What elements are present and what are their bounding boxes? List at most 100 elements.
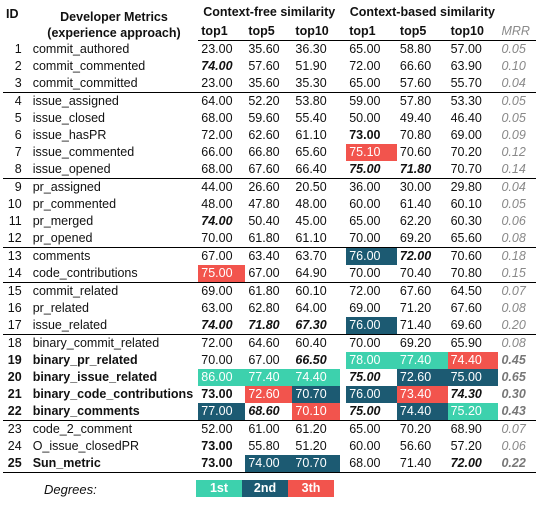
table-row: 2 commit_commented 74.00 57.60 51.90 72.00 66.… (3, 58, 536, 75)
mrr-value: 0.04 (498, 178, 536, 196)
cf-top10-value: 63.70 (292, 247, 341, 265)
cb-top5-value: 74.40 (396, 403, 448, 421)
cf-top10-value: 67.30 (295, 318, 327, 332)
cf-top10-header: top10 (292, 22, 341, 41)
table-row: 20 binary_issue_related 86.00 77.40 74.40 75.… (3, 369, 536, 386)
cf-top5-value: 67.00 (248, 353, 280, 367)
table-row: 7 issue_commented 66.00 66.80 65.60 75.10 70.6… (3, 144, 536, 161)
metrics-header-title: Developer Metrics (60, 9, 168, 24)
cf-top10-value: 48.00 (295, 197, 327, 211)
mrr-value: 0.07 (498, 420, 536, 438)
mrr-value: 0.05 (501, 111, 526, 125)
row-id: 20 (7, 370, 22, 384)
cb-top10-value: 53.30 (447, 92, 499, 110)
metric-name: binary_comments (32, 404, 140, 418)
table-row: 23 code_2_comment 52.00 61.00 61.20 65.00 70.2… (3, 420, 536, 438)
context-free-header: Context-free similarity (203, 5, 336, 19)
mrr-value: 0.45 (501, 353, 526, 367)
cb-top10-value: 60.10 (450, 197, 482, 211)
cb-top5-value: 70.20 (396, 420, 448, 438)
cb-top10-value: 55.70 (450, 76, 482, 90)
cb-top5-value: 77.40 (396, 352, 448, 369)
table-row: 16 pr_related 63.00 62.80 64.00 69.00 71.20 67.… (3, 300, 536, 317)
cf-top1-value: 63.00 (201, 301, 233, 315)
table-row: 15 commit_related 69.00 61.80 60.10 72.00 67.6… (3, 282, 536, 300)
row-id: 7 (14, 145, 22, 159)
cb-top1-value: 76.00 (346, 386, 397, 403)
cf-top10-value: 45.00 (295, 214, 327, 228)
row-id: 10 (7, 197, 22, 211)
cb-top1-value: 60.00 (349, 439, 381, 453)
cf-top1-value: 66.00 (201, 145, 233, 159)
mrr-value: 0.18 (498, 247, 536, 265)
metrics-table-body: 1 commit_authored 23.00 35.60 36.30 65.00 58.8… (3, 41, 536, 473)
metric-name: commit_committed (32, 76, 138, 90)
degrees-legend: Degrees: 1st 2nd 3th (0, 478, 536, 500)
legend-2nd: 2nd (242, 480, 288, 497)
cb-top1-value: 76.00 (346, 247, 397, 265)
cb-top10-value: 75.20 (447, 403, 499, 421)
cb-top1-value: 75.10 (346, 144, 397, 161)
row-id: 18 (3, 334, 30, 352)
cb-top5-value: 72.60 (396, 369, 448, 386)
cf-top5-value: 55.80 (248, 439, 280, 453)
cb-top5-value: 49.40 (399, 111, 432, 125)
table-row: 24 O_issue_closedPR 73.00 55.80 51.20 60.00 56… (3, 438, 536, 455)
metric-name: commit_authored (32, 41, 130, 56)
cf-top10-value: 70.70 (292, 455, 341, 473)
cb-top10-value: 57.20 (450, 439, 482, 453)
row-id: 1 (14, 41, 22, 56)
cf-top1-value: 72.00 (198, 334, 246, 352)
mrr-value: 0.30 (501, 387, 526, 401)
cb-top5-value: 71.20 (399, 301, 432, 315)
cf-top10-value: 53.80 (292, 92, 341, 110)
table-row: 1 commit_authored 23.00 35.60 36.30 65.00 58.8… (3, 41, 536, 59)
cb-top5-value: 58.80 (399, 42, 432, 56)
cf-top1-value: 86.00 (198, 369, 246, 386)
table-row: 10 pr_commented 48.00 47.80 48.00 60.00 61.40 6… (3, 196, 536, 213)
row-id: 25 (3, 455, 30, 473)
cb-top1-value: 76.00 (346, 317, 397, 335)
cf-top10-value: 66.40 (295, 162, 327, 176)
cb-top10-value: 57.00 (450, 42, 482, 56)
cb-top1-value: 65.00 (349, 76, 381, 90)
cb-top1-value: 75.00 (349, 404, 381, 418)
cf-top1-value: 74.00 (201, 318, 233, 332)
row-id: 23 (3, 420, 30, 438)
row-id: 15 (3, 282, 30, 300)
cf-top1-value: 48.00 (201, 197, 233, 211)
cf-top5-value: 67.00 (248, 266, 280, 280)
metric-name: pr_assigned (29, 178, 199, 196)
cb-top10-value: 69.60 (450, 318, 482, 332)
cf-top5-value: 67.60 (248, 162, 280, 176)
cb-top5-value: 70.40 (399, 266, 432, 280)
table-row: 25 Sun_metric 73.00 74.00 70.70 68.00 71.40 72.… (3, 455, 536, 473)
cb-top10-value: 65.60 (450, 231, 482, 245)
cb-top5-value: 62.20 (399, 214, 432, 228)
cb-top10-value: 68.90 (447, 420, 499, 438)
cf-top5-value: 64.60 (245, 334, 293, 352)
mrr-value: 0.05 (501, 197, 526, 211)
table-row: 3 commit_committed 23.00 35.60 35.30 65.00 57.… (3, 75, 536, 93)
row-id: 21 (7, 387, 22, 401)
cb-top5-value: 73.40 (396, 386, 448, 403)
cf-top10-value: 51.90 (295, 59, 327, 73)
cf-top5-value: 74.00 (245, 455, 293, 473)
cf-top5-value: 47.80 (248, 197, 280, 211)
mrr-value: 0.08 (498, 334, 536, 352)
table-row: 19 binary_pr_related 70.00 67.00 66.50 78.00 7… (3, 352, 536, 369)
metric-name: binary_issue_related (32, 370, 158, 384)
cb-top10-value: 46.40 (450, 111, 482, 125)
cf-top10-value: 61.10 (295, 128, 327, 142)
metric-name: pr_opened (32, 231, 93, 245)
legend-3th: 3th (288, 480, 334, 497)
cb-top1-value: 65.00 (346, 420, 397, 438)
cb-top10-value: 60.30 (450, 214, 482, 228)
cf-top5-value: 61.80 (248, 231, 280, 245)
cb-top1-value: 69.00 (349, 301, 381, 315)
cb-top1-header: top1 (346, 22, 397, 41)
cf-top5-value: 61.00 (245, 420, 293, 438)
metric-name: issue_assigned (29, 92, 199, 110)
row-id: 19 (7, 353, 22, 367)
mrr-value: 0.08 (501, 301, 526, 315)
